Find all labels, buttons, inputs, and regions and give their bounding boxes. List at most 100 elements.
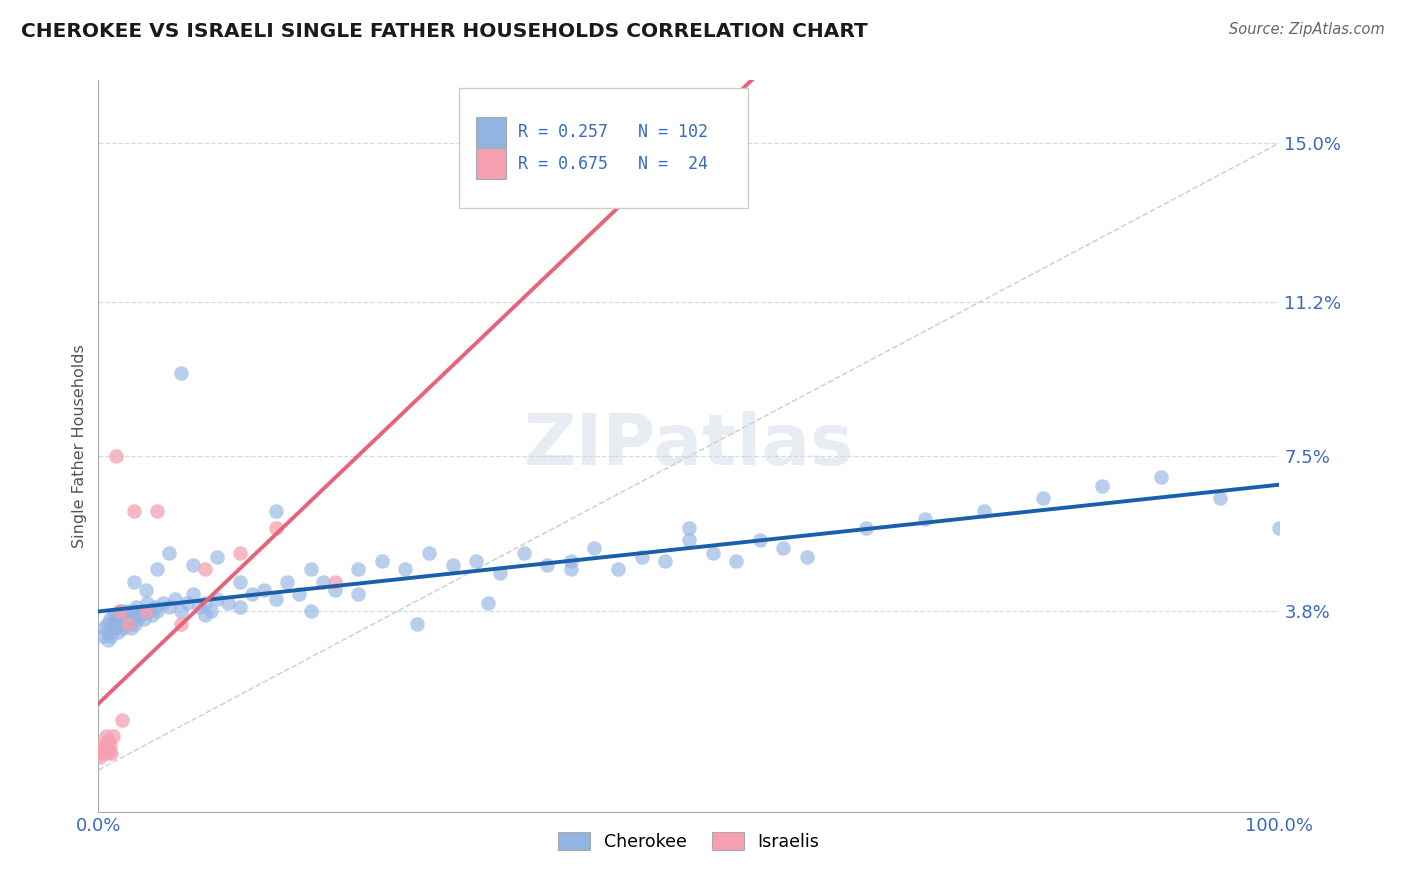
Point bbox=[194, 596, 217, 610]
Point bbox=[135, 583, 157, 598]
Text: R = 0.257   N = 102: R = 0.257 N = 102 bbox=[517, 123, 707, 141]
Point bbox=[128, 608, 150, 623]
Point bbox=[141, 608, 163, 623]
Point bbox=[654, 554, 676, 568]
Point bbox=[200, 604, 222, 618]
Point bbox=[91, 746, 114, 760]
FancyBboxPatch shape bbox=[477, 117, 506, 147]
Point bbox=[796, 549, 818, 564]
Point bbox=[97, 633, 120, 648]
Text: CHEROKEE VS ISRAELI SINGLE FATHER HOUSEHOLDS CORRELATION CHART: CHEROKEE VS ISRAELI SINGLE FATHER HOUSEH… bbox=[21, 22, 868, 41]
Point bbox=[323, 583, 346, 598]
Point bbox=[111, 612, 134, 626]
Point bbox=[98, 742, 121, 756]
Point bbox=[560, 562, 582, 576]
Point bbox=[98, 738, 121, 752]
Point bbox=[678, 520, 700, 534]
Point bbox=[96, 746, 118, 760]
Point bbox=[111, 604, 134, 618]
Point bbox=[94, 730, 117, 744]
Point bbox=[194, 608, 217, 623]
Point bbox=[114, 616, 136, 631]
Text: Source: ZipAtlas.com: Source: ZipAtlas.com bbox=[1229, 22, 1385, 37]
Point bbox=[146, 604, 169, 618]
Point bbox=[264, 520, 287, 534]
Point bbox=[122, 574, 145, 589]
Point bbox=[229, 574, 252, 589]
Point bbox=[104, 621, 127, 635]
Point bbox=[108, 604, 131, 618]
Point bbox=[111, 713, 134, 727]
Point bbox=[131, 604, 153, 618]
Point bbox=[772, 541, 794, 556]
Point bbox=[157, 599, 180, 614]
Point bbox=[560, 554, 582, 568]
Point bbox=[264, 504, 287, 518]
Point bbox=[229, 545, 252, 559]
Text: ZIPatlas: ZIPatlas bbox=[524, 411, 853, 481]
Legend: Cherokee, Israelis: Cherokee, Israelis bbox=[551, 825, 827, 858]
Point bbox=[181, 558, 204, 573]
Point bbox=[170, 366, 193, 380]
Point bbox=[253, 583, 276, 598]
Point bbox=[98, 625, 121, 640]
FancyBboxPatch shape bbox=[477, 148, 506, 179]
Point bbox=[93, 742, 115, 756]
Point bbox=[187, 599, 209, 614]
Point bbox=[122, 604, 145, 618]
Point bbox=[105, 616, 128, 631]
Point bbox=[165, 591, 187, 606]
Point bbox=[1091, 479, 1114, 493]
Point bbox=[91, 738, 114, 752]
Point bbox=[112, 608, 135, 623]
Point bbox=[288, 587, 311, 601]
Point bbox=[205, 591, 228, 606]
Point bbox=[312, 574, 335, 589]
Point bbox=[135, 604, 157, 618]
Point bbox=[973, 504, 995, 518]
Point bbox=[583, 541, 606, 556]
Point bbox=[152, 596, 174, 610]
Point bbox=[914, 512, 936, 526]
Point bbox=[101, 616, 124, 631]
Point bbox=[855, 520, 877, 534]
Point bbox=[170, 616, 193, 631]
Point bbox=[100, 746, 122, 760]
Point bbox=[103, 608, 125, 623]
Point bbox=[107, 625, 129, 640]
Point bbox=[702, 545, 724, 559]
Point bbox=[406, 616, 429, 631]
Point bbox=[371, 554, 394, 568]
Point bbox=[512, 545, 534, 559]
Point bbox=[98, 612, 121, 626]
Point bbox=[1209, 491, 1232, 506]
Point bbox=[96, 616, 118, 631]
Point bbox=[125, 599, 148, 614]
Point bbox=[1032, 491, 1054, 506]
Point bbox=[394, 562, 416, 576]
Point bbox=[299, 562, 322, 576]
Point bbox=[347, 562, 370, 576]
Point bbox=[115, 612, 138, 626]
Point bbox=[138, 604, 160, 618]
Point bbox=[194, 562, 217, 576]
Point bbox=[117, 604, 139, 618]
Point bbox=[176, 596, 198, 610]
Point bbox=[240, 587, 263, 601]
Point bbox=[299, 604, 322, 618]
Point bbox=[146, 562, 169, 576]
Point bbox=[143, 599, 166, 614]
Text: R = 0.675   N =  24: R = 0.675 N = 24 bbox=[517, 154, 707, 173]
Point bbox=[477, 596, 499, 610]
Point bbox=[91, 629, 114, 643]
Point bbox=[101, 730, 124, 744]
Point bbox=[120, 612, 142, 626]
Point bbox=[105, 612, 128, 626]
Point bbox=[124, 616, 146, 631]
Point bbox=[181, 587, 204, 601]
Point bbox=[418, 545, 440, 559]
Point bbox=[110, 616, 132, 631]
Point bbox=[89, 750, 111, 764]
Point bbox=[127, 612, 149, 626]
Point bbox=[97, 733, 120, 747]
